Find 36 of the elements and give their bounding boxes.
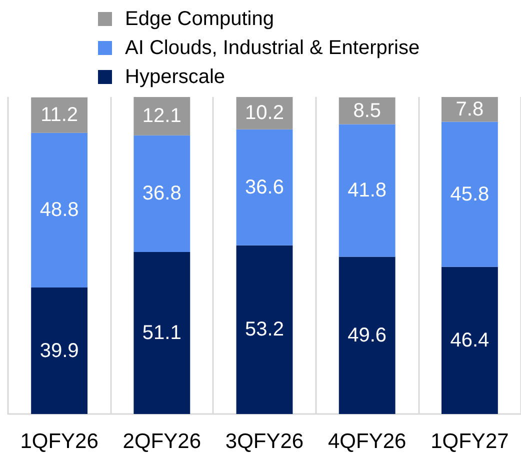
x-tick-label: 4QFY26 [328, 430, 406, 453]
data-label: 7.8 [456, 98, 484, 120]
bar [441, 266, 498, 414]
data-label: 12.1 [142, 105, 182, 128]
x-tick-label: 1QFY26 [20, 430, 98, 453]
bar [134, 97, 190, 136]
legend-label: Hyperscale [125, 66, 226, 88]
bar [236, 129, 293, 246]
data-label: 10.2 [245, 102, 284, 124]
bar [236, 245, 293, 414]
data-label: 51.1 [142, 322, 182, 344]
data-label: 46.4 [450, 329, 490, 352]
data-label: 41.8 [348, 180, 387, 202]
bar [31, 97, 88, 133]
bar [338, 97, 396, 124]
legend-label: AI Clouds, Industrial & Enterprise [125, 37, 420, 59]
x-tick-label: 3QFY26 [225, 430, 304, 453]
data-label: 53.2 [245, 318, 284, 341]
bar [441, 122, 498, 267]
bar [31, 288, 88, 414]
bar [134, 135, 190, 252]
legend-label: Edge Computing [125, 8, 274, 30]
data-label: 39.9 [40, 340, 79, 362]
x-tick-label: 2QFY26 [122, 430, 202, 453]
data-label: 11.2 [40, 104, 78, 126]
data-label: 36.8 [142, 182, 182, 205]
bar [338, 124, 396, 257]
bar [31, 132, 88, 288]
data-label: 36.6 [245, 176, 284, 198]
data-label: 48.8 [40, 199, 79, 222]
data-label: 45.8 [450, 183, 490, 206]
data-label: 8.5 [353, 100, 382, 122]
x-tick-label: 1QFY27 [430, 430, 509, 453]
bar [134, 252, 190, 414]
data-label: 49.6 [348, 324, 387, 346]
bar [338, 256, 396, 414]
